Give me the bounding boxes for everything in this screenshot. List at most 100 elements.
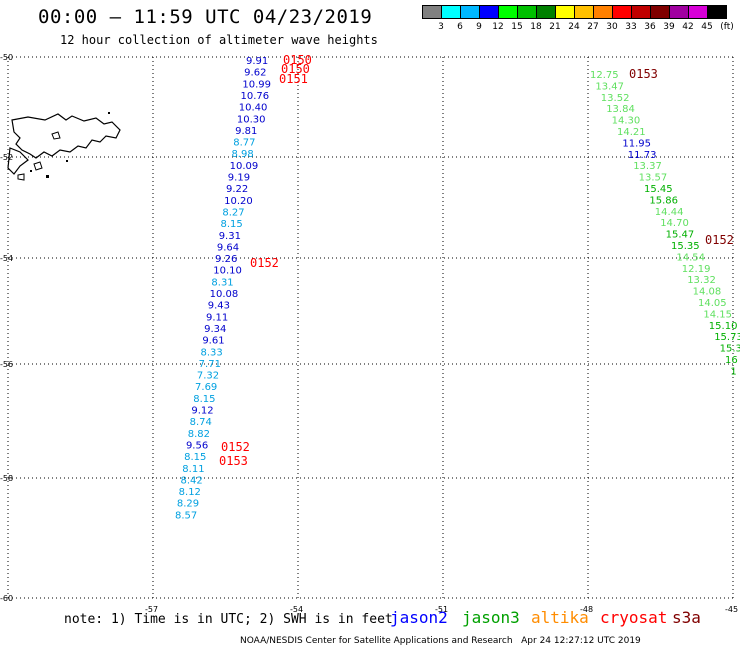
wave-height-value: 7.71 <box>199 359 221 370</box>
wave-height-value: 15.3 <box>720 344 740 355</box>
wave-height-value: 10.09 <box>230 161 259 172</box>
wave-height-value: 9.56 <box>186 440 208 451</box>
satellite-name-s3a: s3a <box>672 608 701 627</box>
lon-label: -51 <box>435 605 448 614</box>
legend-label: 18 <box>530 22 542 32</box>
pass-time-label: 0153 <box>629 67 658 81</box>
wave-height-value: 13.37 <box>633 161 662 172</box>
wave-height-value: 9.31 <box>219 231 241 242</box>
wave-height-value: 8.15 <box>184 452 206 463</box>
wave-height-value: 15.86 <box>649 195 678 206</box>
wave-height-value: 8.42 <box>180 475 202 486</box>
legend-label: 33 <box>625 22 637 32</box>
island-west <box>7 147 29 175</box>
islet-2 <box>30 170 32 172</box>
wave-height-value: 14.21 <box>617 127 646 138</box>
island-small-2 <box>17 173 25 181</box>
pass-time-label: 0152 <box>250 256 279 270</box>
wave-height-value: 15.47 <box>666 230 695 241</box>
lat-label: -54 <box>0 254 13 263</box>
wave-height-value: 8.12 <box>179 487 201 498</box>
legend-label: 27 <box>587 22 599 32</box>
wave-height-value: 8.15 <box>193 394 215 405</box>
legend-label: 39 <box>663 22 675 32</box>
map-title: 00:00 – 11:59 UTC 04/23/2019 <box>38 6 373 28</box>
legend-swatch <box>707 5 727 19</box>
wave-height-value: 9.26 <box>215 254 237 265</box>
wave-height-value: 14.30 <box>612 116 641 127</box>
wave-height-value: 16 <box>725 355 738 366</box>
wave-height-value: 13.32 <box>687 275 716 286</box>
wave-height-value: 9.61 <box>202 336 224 347</box>
islet-3 <box>66 160 68 162</box>
pass-time-label: 0153 <box>219 454 248 468</box>
satellite-name-altika: altika <box>531 608 589 627</box>
wave-height-value: 14.05 <box>698 298 727 309</box>
wave-height-value: 8.31 <box>211 277 233 288</box>
legend-label: 21 <box>549 22 561 32</box>
wave-height-value: 9.64 <box>217 242 239 253</box>
pass-time-label: 0152 <box>221 440 250 454</box>
wave-height-value: 10.40 <box>239 103 268 114</box>
satellite-name-jason3: jason3 <box>462 608 520 627</box>
wave-height-value: 8.98 <box>231 149 253 160</box>
wave-height-value: 12.75 <box>590 70 619 81</box>
legend-label: 9 <box>476 22 482 32</box>
units-note: note: 1) Time is in UTC; 2) SWH is in fe… <box>64 612 393 627</box>
wave-height-value: 14.15 <box>703 309 732 320</box>
islet-1 <box>46 175 49 178</box>
wave-height-value: 13.52 <box>601 93 630 104</box>
lat-label: -58 <box>0 474 13 483</box>
wave-height-value: 10.20 <box>224 196 253 207</box>
lat-label: -50 <box>0 53 13 62</box>
wave-height-value: 8.57 <box>175 510 197 521</box>
wave-height-value: 11.95 <box>622 138 651 149</box>
west-track-values: 9.919.6210.9910.7610.4010.309.818.778.98… <box>175 56 271 521</box>
map-subtitle: 12 hour collection of altimeter wave hei… <box>60 33 378 47</box>
lat-label: -60 <box>0 594 13 603</box>
lon-label: -54 <box>290 605 303 614</box>
wave-height-value: 15.45 <box>644 184 673 195</box>
wave-height-value: 9.19 <box>228 173 250 184</box>
wave-height-value: 1 <box>730 366 736 377</box>
legend-label: 24 <box>568 22 580 32</box>
satellite-name-cryosat: cryosat <box>600 608 668 627</box>
wave-height-value: 9.11 <box>206 312 228 323</box>
legend-label: 30 <box>606 22 618 32</box>
wave-height-value: 9.91 <box>246 56 268 67</box>
map-grid <box>7 56 734 599</box>
east-track-times: 0153 0152 <box>629 67 734 247</box>
east-track-values: 12.7513.4713.5213.8414.3014.2111.9511.73… <box>590 70 740 377</box>
wave-height-value: 13.47 <box>595 81 624 92</box>
credit-footer: NOAA/NESDIS Center for Satellite Applica… <box>240 636 641 646</box>
wave-height-value: 8.82 <box>188 429 210 440</box>
legend-unit: (ft) <box>720 22 734 32</box>
island-small-3 <box>51 131 61 140</box>
lat-label: -52 <box>0 153 13 162</box>
latitude-labels: -50 -52 -54 -56 -58 -60 <box>0 53 13 603</box>
island-small-1 <box>33 161 43 171</box>
satellite-name-jason2: jason2 <box>390 608 448 627</box>
wave-height-value: 8.11 <box>182 464 204 475</box>
wave-height-value: 14.08 <box>693 287 722 298</box>
wave-height-value: 8.77 <box>233 138 255 149</box>
wave-height-value: 13.84 <box>606 104 635 115</box>
wave-height-value: 8.74 <box>190 417 212 428</box>
wave-height-value: 15.35 <box>671 241 700 252</box>
wave-height-value: 9.22 <box>226 184 248 195</box>
wave-height-value: 9.34 <box>204 324 226 335</box>
wave-height-value: 10.30 <box>237 114 266 125</box>
wave-height-legend: 3 6 9 12 15 18 21 24 27 30 33 36 39 42 45 (ft) <box>422 5 734 39</box>
wave-height-value: 12.19 <box>682 264 711 275</box>
legend-label: 45 <box>701 22 713 32</box>
wave-height-value: 13.57 <box>639 173 668 184</box>
legend-label: 6 <box>457 22 463 32</box>
wave-height-value: 14.44 <box>655 207 684 218</box>
wave-height-value: 10.08 <box>210 289 239 300</box>
wave-height-value: 8.15 <box>221 219 243 230</box>
wave-height-value: 14.70 <box>660 218 689 229</box>
wave-height-value: 10.10 <box>213 266 242 277</box>
falkland-islands-coastline <box>7 112 121 181</box>
